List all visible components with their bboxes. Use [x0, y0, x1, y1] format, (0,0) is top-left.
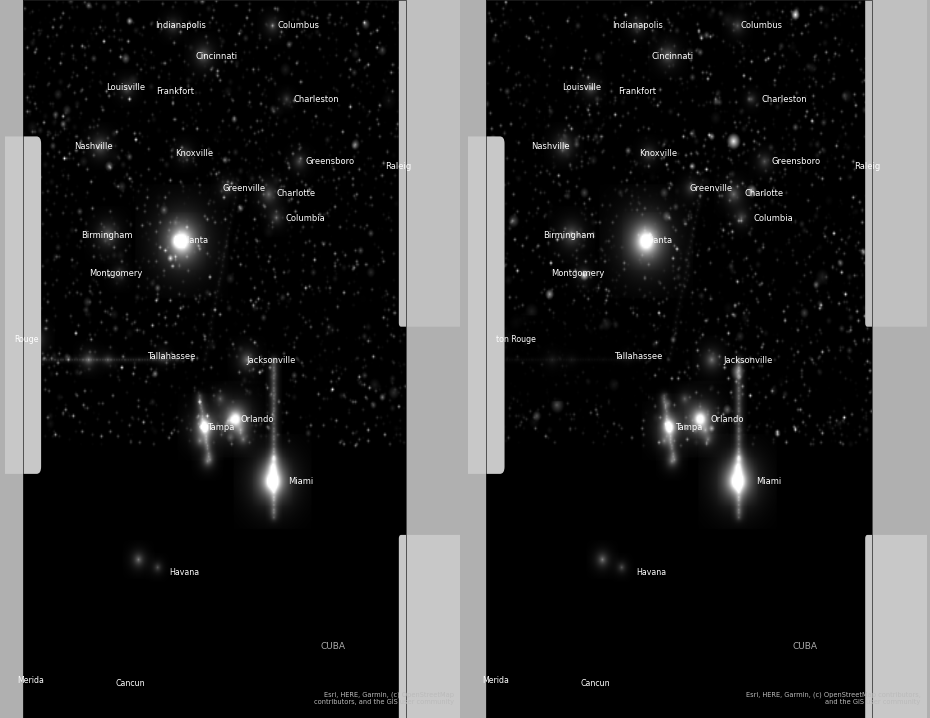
Text: Orlando: Orlando — [711, 415, 744, 424]
Text: Knoxville: Knoxville — [640, 149, 678, 158]
Text: Knoxville: Knoxville — [175, 149, 213, 158]
Text: Atlanta: Atlanta — [179, 236, 209, 245]
Text: Charleston: Charleston — [294, 95, 339, 103]
FancyBboxPatch shape — [865, 535, 930, 718]
Text: Indianapolis: Indianapolis — [154, 22, 206, 30]
Text: Rouge: Rouge — [15, 335, 39, 344]
Bar — [23, 0, 405, 718]
Text: Greenville: Greenville — [222, 184, 265, 192]
Text: Birmingham: Birmingham — [82, 231, 133, 240]
Text: CUBA: CUBA — [320, 642, 345, 651]
Text: Esri, HERE, Garmin, (c) OpenStreetMap
contributors, and the GIS user community: Esri, HERE, Garmin, (c) OpenStreetMap co… — [313, 691, 454, 705]
Text: Charlotte: Charlotte — [277, 190, 316, 198]
Text: Miami: Miami — [288, 477, 313, 485]
Text: Atlanta: Atlanta — [644, 236, 673, 245]
Text: Cancun: Cancun — [580, 679, 610, 688]
Text: Merida: Merida — [18, 676, 45, 685]
Text: Tampa: Tampa — [207, 423, 234, 432]
Text: Nashville: Nashville — [531, 142, 570, 151]
Text: Columbia: Columbia — [753, 214, 793, 223]
FancyBboxPatch shape — [865, 0, 930, 327]
Text: Tampa: Tampa — [674, 423, 702, 432]
FancyBboxPatch shape — [0, 136, 41, 474]
Text: Cincinnati: Cincinnati — [195, 52, 237, 60]
Text: Havana: Havana — [636, 569, 667, 577]
Text: ton Rouge: ton Rouge — [497, 335, 537, 344]
Text: Montgomery: Montgomery — [89, 269, 143, 278]
Bar — [872, 0, 927, 718]
FancyBboxPatch shape — [463, 136, 505, 474]
Bar — [468, 0, 486, 718]
Text: Tallahassee: Tallahassee — [147, 353, 195, 361]
FancyBboxPatch shape — [399, 535, 472, 718]
Text: Montgomery: Montgomery — [551, 269, 604, 278]
Text: Birmingham: Birmingham — [543, 231, 594, 240]
Text: Frankfort: Frankfort — [156, 88, 194, 96]
Text: Miami: Miami — [756, 477, 781, 485]
Text: Columbus: Columbus — [277, 22, 320, 30]
Text: Cancun: Cancun — [115, 679, 145, 688]
FancyBboxPatch shape — [399, 0, 472, 327]
Text: Esri, HERE, Garmin, (c) OpenStreetMap contributors,
and the GIS user community: Esri, HERE, Garmin, (c) OpenStreetMap co… — [746, 691, 921, 705]
Text: Louisville: Louisville — [106, 83, 145, 92]
Text: Columbus: Columbus — [741, 22, 783, 30]
Text: Merida: Merida — [482, 676, 509, 685]
Text: Columbia: Columbia — [286, 214, 326, 223]
Text: Cincinnati: Cincinnati — [651, 52, 693, 60]
Text: Tallahassee: Tallahassee — [614, 353, 662, 361]
Text: Charleston: Charleston — [762, 95, 807, 103]
Text: Greenville: Greenville — [690, 184, 733, 192]
Text: Jacksonville: Jacksonville — [724, 356, 773, 365]
Bar — [405, 0, 460, 718]
Bar — [5, 0, 23, 718]
Text: Havana: Havana — [169, 569, 200, 577]
Text: Raleig: Raleig — [854, 162, 880, 171]
Text: Louisville: Louisville — [562, 83, 602, 92]
Text: Nashville: Nashville — [74, 142, 113, 151]
Text: Frankfort: Frankfort — [618, 88, 656, 96]
Text: Greensboro: Greensboro — [772, 157, 821, 166]
Text: Greensboro: Greensboro — [306, 157, 355, 166]
Text: CUBA: CUBA — [793, 642, 818, 651]
Text: Orlando: Orlando — [241, 415, 274, 424]
Text: Indianapolis: Indianapolis — [612, 22, 663, 30]
Text: Jacksonville: Jacksonville — [246, 356, 296, 365]
Bar — [486, 0, 872, 718]
Text: Charlotte: Charlotte — [745, 190, 784, 198]
Text: Raleig: Raleig — [385, 162, 411, 171]
